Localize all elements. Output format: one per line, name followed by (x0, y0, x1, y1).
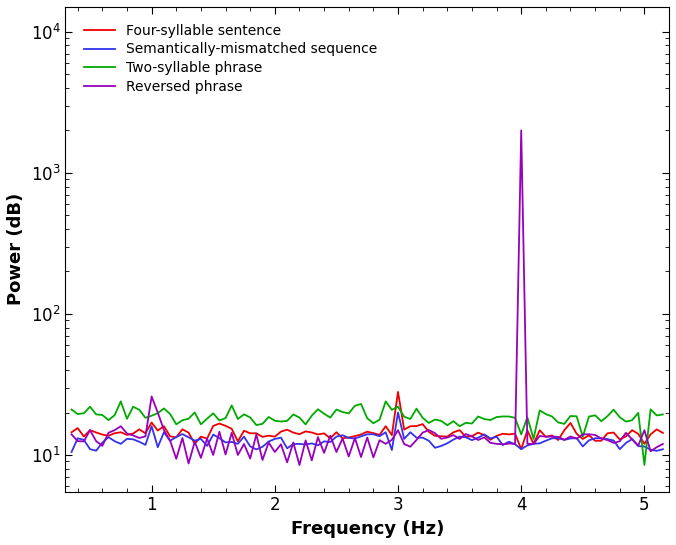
Semantically-mismatched sequence (529, 440, 537, 447)
Four-syllable sentence (517, 446, 525, 452)
Reversed phrase (111, 427, 119, 433)
Semantically-mismatched sequence (222, 439, 230, 446)
Two-syllable phrase (529, 435, 537, 442)
Two-syllable phrase (117, 398, 125, 404)
Reversed phrase (517, 127, 525, 134)
Four-syllable sentence (394, 389, 402, 395)
Reversed phrase (659, 441, 667, 447)
Two-syllable phrase (228, 402, 236, 409)
Four-syllable sentence (535, 427, 544, 433)
Four-syllable sentence (363, 428, 371, 435)
Line: Two-syllable phrase: Two-syllable phrase (72, 401, 663, 465)
Reversed phrase (412, 437, 420, 443)
Semantically-mismatched sequence (86, 446, 94, 452)
Line: Four-syllable sentence: Four-syllable sentence (72, 392, 663, 449)
Line: Semantically-mismatched sequence: Semantically-mismatched sequence (72, 413, 663, 452)
Four-syllable sentence (659, 429, 667, 436)
Two-syllable phrase (659, 411, 667, 417)
Four-syllable sentence (68, 429, 76, 435)
Semantically-mismatched sequence (111, 438, 119, 445)
Legend: Four-syllable sentence, Semantically-mismatched sequence, Two-syllable phrase, R: Four-syllable sentence, Semantically-mis… (84, 23, 377, 94)
Two-syllable phrase (68, 406, 76, 413)
Reversed phrase (369, 454, 377, 461)
Two-syllable phrase (412, 405, 420, 412)
Line: Reversed phrase: Reversed phrase (72, 130, 663, 465)
Semantically-mismatched sequence (363, 431, 371, 438)
Two-syllable phrase (111, 412, 119, 419)
Reversed phrase (68, 431, 76, 438)
Two-syllable phrase (640, 462, 648, 468)
Two-syllable phrase (86, 403, 94, 410)
Semantically-mismatched sequence (68, 449, 76, 455)
Semantically-mismatched sequence (394, 409, 402, 416)
Reversed phrase (295, 462, 304, 468)
Four-syllable sentence (412, 423, 420, 429)
Reversed phrase (535, 433, 544, 439)
X-axis label: Frequency (Hz): Frequency (Hz) (291, 520, 444, 538)
Semantically-mismatched sequence (412, 434, 420, 441)
Semantically-mismatched sequence (659, 446, 667, 452)
Reversed phrase (222, 451, 230, 458)
Y-axis label: Power (dB): Power (dB) (7, 193, 25, 305)
Two-syllable phrase (369, 420, 377, 427)
Reversed phrase (86, 427, 94, 433)
Four-syllable sentence (222, 422, 230, 429)
Four-syllable sentence (86, 427, 94, 433)
Four-syllable sentence (111, 430, 119, 437)
